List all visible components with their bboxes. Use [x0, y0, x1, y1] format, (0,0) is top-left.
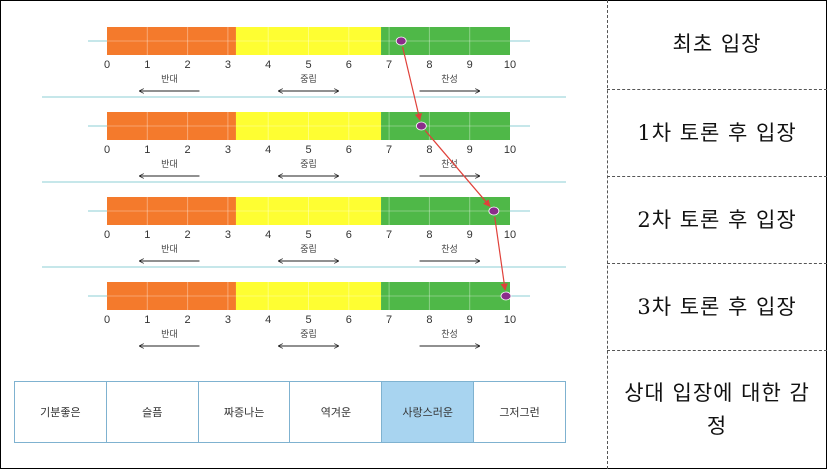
row-divider: [607, 350, 827, 351]
tick-label: 2: [185, 144, 191, 156]
tick-label: 10: [504, 314, 516, 326]
tick-label: 8: [426, 229, 432, 241]
emotion-header: 상대 입장에 대한 감정: [624, 381, 810, 438]
zone-label-oppose: 반대: [161, 159, 178, 170]
change-arrow: [424, 130, 491, 207]
tick-label: 6: [346, 229, 352, 241]
stage-label-round2: 2차 토론 후 입장: [637, 207, 797, 232]
tick-label: 6: [346, 59, 352, 71]
stage-label-round3: 3차 토론 후 입장: [637, 294, 797, 319]
stance-marker: [395, 36, 407, 46]
tick-label: 5: [305, 144, 311, 156]
tick-label: 8: [426, 314, 432, 326]
zone-label-agree: 찬성: [441, 159, 458, 170]
zone-oppose: [107, 282, 236, 310]
row-divider: [607, 263, 827, 264]
tick-label: 4: [265, 59, 271, 71]
tick-label: 6: [346, 314, 352, 326]
tick-label: 1: [144, 59, 150, 71]
tick-label: 3: [225, 229, 231, 241]
stage-label-initial: 최초 입장: [672, 32, 762, 57]
tick-label: 5: [305, 314, 311, 326]
zone-label-neutral: 중립: [300, 74, 317, 85]
tick-label: 0: [104, 144, 110, 156]
emotion-option[interactable]: 짜증나는: [199, 382, 291, 442]
tick-label: 4: [265, 229, 271, 241]
column-divider: [607, 0, 608, 469]
tick-label: 5: [305, 59, 311, 71]
tick-label: 8: [426, 144, 432, 156]
zone-neutral: [235, 27, 382, 55]
zone-label-oppose: 반대: [161, 244, 178, 255]
stage-label-round1: 1차 토론 후 입장: [637, 120, 797, 145]
tick-label: 3: [225, 59, 231, 71]
tick-label: 3: [225, 314, 231, 326]
zone-oppose: [107, 197, 236, 225]
tick-label: 1: [144, 314, 150, 326]
emotion-option[interactable]: 슬픔: [107, 382, 199, 442]
tick-label: 10: [504, 229, 516, 241]
zone-neutral: [235, 282, 382, 310]
tick-label: 9: [467, 144, 473, 156]
tick-label: 9: [467, 314, 473, 326]
emotion-option[interactable]: 사랑스러운: [382, 382, 475, 442]
zone-label-neutral: 중립: [300, 329, 317, 340]
zone-agree: [381, 112, 510, 140]
emotion-option[interactable]: 역겨운: [290, 382, 383, 442]
emotion-option[interactable]: 기분좋은: [15, 382, 107, 442]
zone-label-neutral: 중립: [300, 159, 317, 170]
tick-label: 8: [426, 59, 432, 71]
zone-label-oppose: 반대: [161, 74, 178, 85]
stance-marker: [488, 206, 500, 216]
tick-label: 9: [467, 229, 473, 241]
tick-label: 1: [144, 229, 150, 241]
zone-label-agree: 찬성: [441, 244, 458, 255]
tick-label: 2: [185, 229, 191, 241]
emotion-options: 기분좋은 슬픔 짜증나는 역겨운 사랑스러운 그저그런: [14, 381, 566, 443]
emotion-option[interactable]: 그저그런: [499, 406, 540, 419]
tick-label: 0: [104, 314, 110, 326]
row-divider: [607, 176, 827, 177]
tick-label: 2: [185, 314, 191, 326]
tick-label: 7: [386, 144, 392, 156]
tick-label: 3: [225, 144, 231, 156]
tick-label: 10: [504, 144, 516, 156]
tick-label: 7: [386, 229, 392, 241]
tick-label: 0: [104, 59, 110, 71]
zone-agree: [381, 282, 510, 310]
zone-neutral: [235, 197, 382, 225]
change-arrow: [494, 216, 508, 291]
tick-label: 6: [346, 144, 352, 156]
change-arrow: [401, 46, 422, 121]
zone-neutral: [235, 112, 382, 140]
stance-marker: [415, 121, 427, 131]
tick-label: 7: [386, 314, 392, 326]
tick-label: 5: [305, 229, 311, 241]
row-divider: [607, 89, 827, 90]
zone-oppose: [107, 112, 236, 140]
zone-label-agree: 찬성: [441, 329, 458, 340]
tick-label: 10: [504, 59, 516, 71]
zone-label-oppose: 반대: [161, 329, 178, 340]
tick-label: 4: [265, 314, 271, 326]
zone-oppose: [107, 27, 236, 55]
tick-label: 0: [104, 229, 110, 241]
stance-marker: [500, 291, 512, 301]
tick-label: 9: [467, 59, 473, 71]
tick-label: 7: [386, 59, 392, 71]
tick-label: 2: [185, 59, 191, 71]
tick-label: 1: [144, 144, 150, 156]
zone-label-neutral: 중립: [300, 244, 317, 255]
tick-label: 4: [265, 144, 271, 156]
zone-label-agree: 찬성: [441, 74, 458, 85]
